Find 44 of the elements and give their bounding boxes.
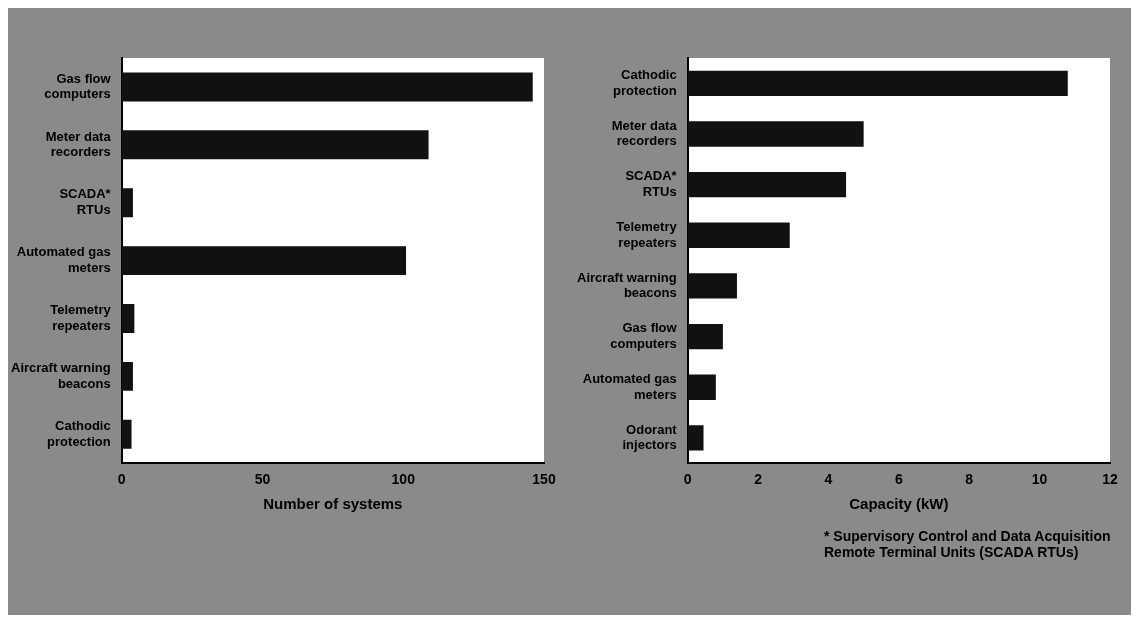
y-tick-label: Odorant injectors [622,421,678,453]
bar [121,304,135,333]
x-tick-label: 100 [391,471,416,488]
bar [121,419,132,449]
bar [687,70,1068,96]
y-tick-label: Telemetry repeaters [50,302,112,333]
y-tick-label: Meter data recorders [611,117,678,149]
x-tick-label: 4 [824,471,833,488]
x-axis-title: Number of systems [263,495,403,513]
bar [687,425,704,451]
bar [687,222,790,248]
x-tick-label: 0 [117,471,126,488]
x-tick-label: 10 [1031,471,1048,488]
bar [121,361,133,391]
bar [687,171,847,198]
y-tick-label: Cathodic protection [47,418,111,449]
x-tick-label: 6 [894,471,903,488]
y-tick-label: Gas flow computers [44,70,112,102]
x-tick-label: 50 [254,471,271,488]
bar [687,121,864,147]
x-tick-label: 12 [1102,471,1118,488]
y-tick-label: SCADA* RTUs [59,186,112,218]
y-tick-label: SCADA* RTUs [625,168,678,199]
bar [687,374,716,400]
bar [687,273,737,299]
y-tick-label: Cathodic protection [613,67,677,98]
x-tick-label: 8 [965,471,974,488]
y-tick-label: Automated gas meters [16,244,111,275]
y-tick-label: Meter data recorders [45,128,112,160]
x-tick-label: 2 [754,471,763,488]
y-tick-label: Telemetry repeaters [616,219,678,250]
y-tick-label: Automated gas meters [582,371,677,402]
x-tick-label: 0 [683,471,692,488]
bar [687,323,723,350]
bar [121,246,407,276]
text: * Supervisory Control and Data Acquisition Remote Terminal Units (SCADA RTUs) [824,528,1112,560]
bar [121,130,429,160]
bar [121,188,133,218]
y-tick-label: Aircraft warning beacons [11,360,111,391]
x-axis-title: Capacity (kW) [849,495,949,513]
y-tick-label: Aircraft warning beacons [577,269,677,301]
bar [121,72,533,102]
x-tick-label: 150 [532,471,556,488]
y-tick-label: Gas flow computers [610,320,678,351]
